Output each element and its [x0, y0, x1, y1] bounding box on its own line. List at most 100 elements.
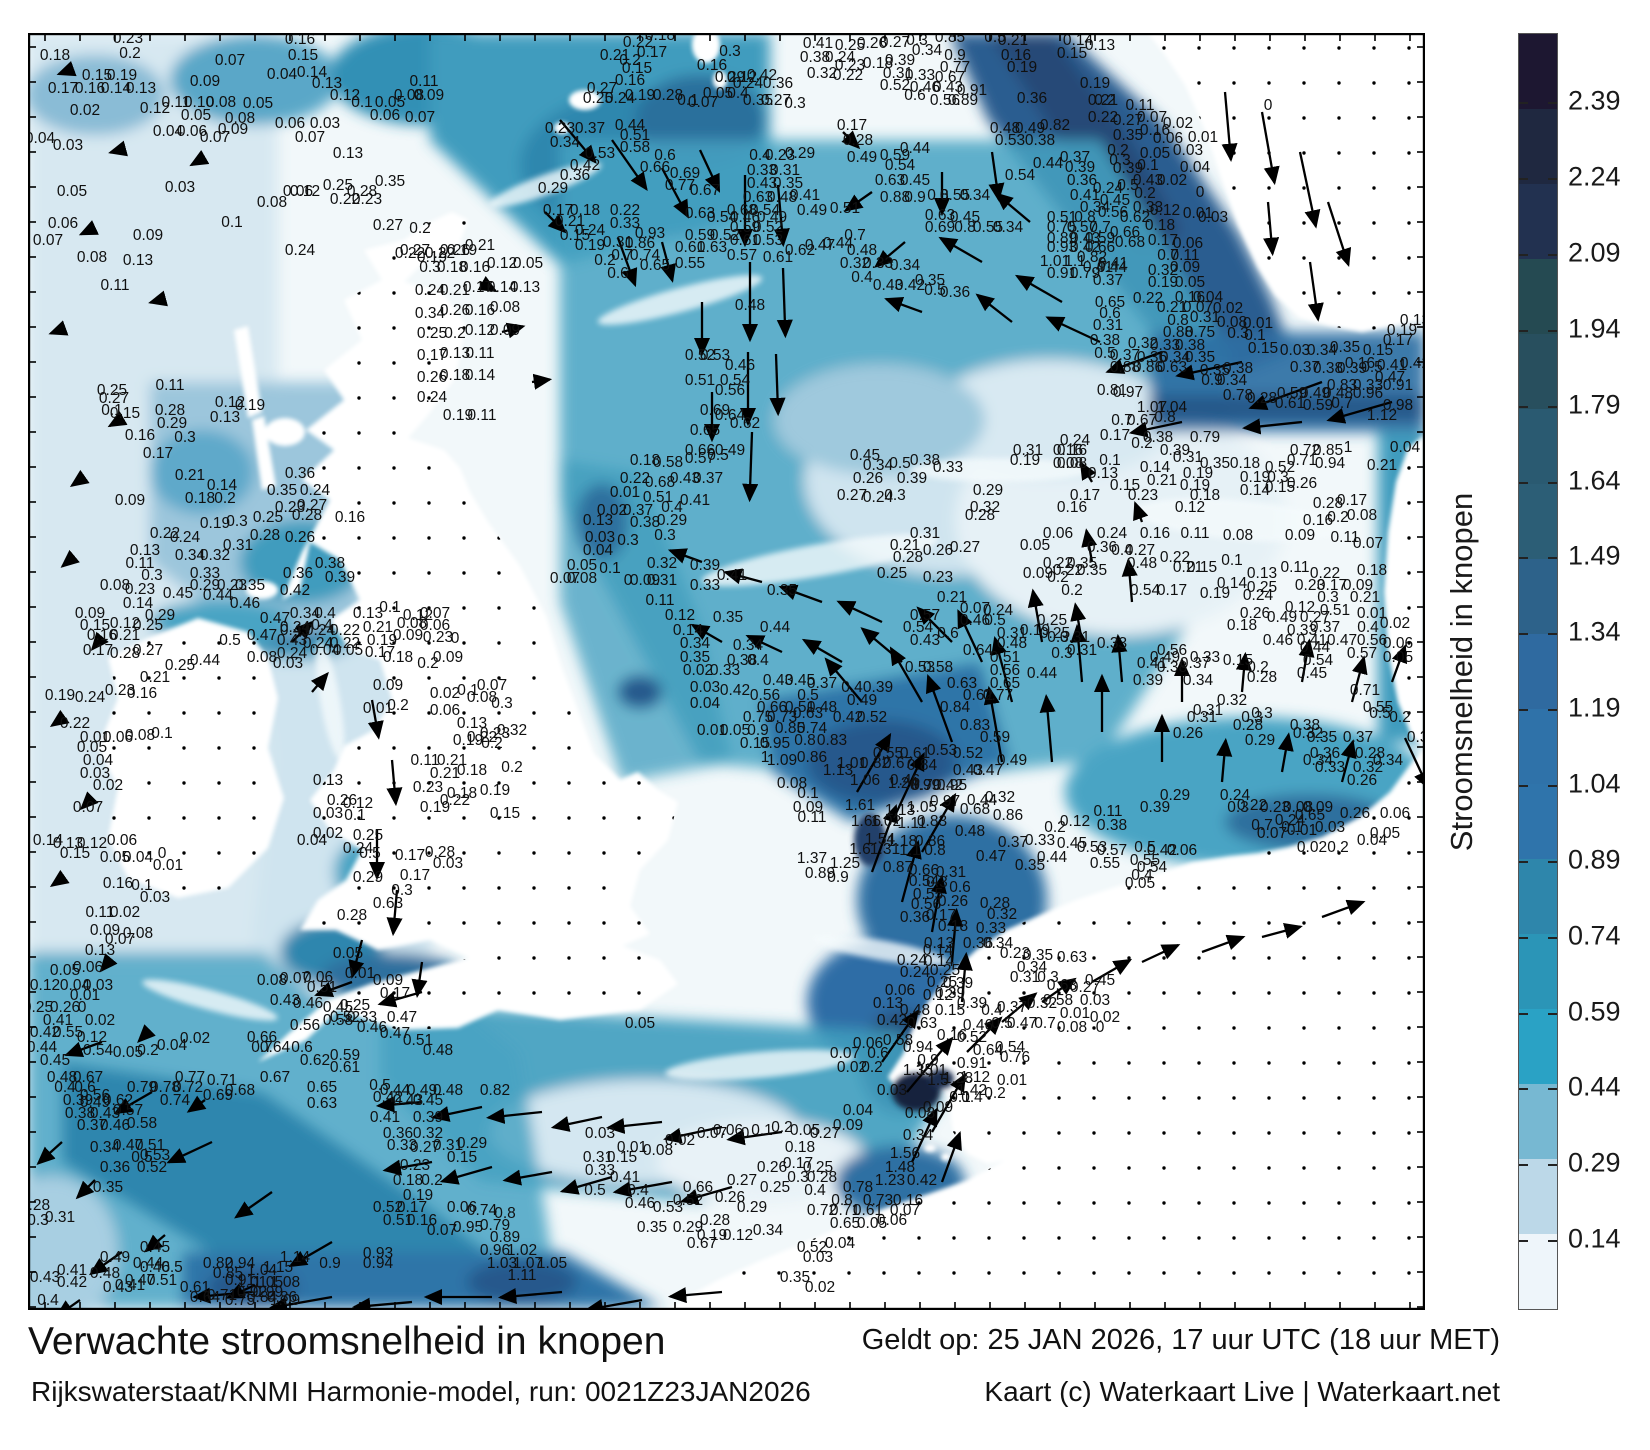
svg-text:0.83: 0.83	[917, 813, 947, 830]
svg-text:0.29: 0.29	[973, 482, 1003, 499]
svg-text:0.24: 0.24	[75, 689, 106, 706]
svg-text:0.49: 0.49	[100, 1249, 130, 1266]
svg-text:0.48: 0.48	[1127, 555, 1157, 572]
svg-text:0.26: 0.26	[853, 470, 883, 487]
svg-text:0.11: 0.11	[797, 809, 826, 826]
svg-text:0.09: 0.09	[133, 227, 163, 244]
colorbar-band	[1519, 934, 1557, 1009]
colorbar-tick-label: 1.64	[1568, 465, 1621, 496]
svg-text:0.1: 0.1	[751, 1122, 773, 1139]
svg-text:0.13: 0.13	[123, 252, 153, 269]
colorbar-tick	[1519, 178, 1528, 181]
colorbar-band	[1519, 859, 1557, 934]
colorbar-title: Stroomsnelheid in knopen	[1444, 492, 1479, 851]
svg-text:0.3: 0.3	[654, 527, 676, 544]
svg-text:0.28: 0.28	[337, 907, 367, 924]
svg-text:0.18: 0.18	[40, 47, 70, 64]
svg-text:0.4: 0.4	[961, 1089, 983, 1106]
svg-text:0.16: 0.16	[1057, 499, 1087, 516]
svg-text:0.52: 0.52	[857, 709, 887, 726]
svg-text:0.4: 0.4	[851, 269, 873, 286]
svg-text:0.34: 0.34	[960, 187, 991, 204]
svg-text:0.2: 0.2	[1389, 709, 1411, 726]
svg-text:0.42: 0.42	[907, 1172, 937, 1189]
colorbar-tick	[1548, 633, 1557, 636]
svg-text:0.33: 0.33	[933, 459, 963, 476]
svg-text:0.44: 0.44	[1033, 155, 1064, 172]
svg-text:0.09: 0.09	[833, 1117, 863, 1134]
svg-text:0.09: 0.09	[190, 73, 220, 90]
colorbar-tick	[1548, 329, 1557, 332]
current-speed-values: 0.180.230.20.150.190.170.160.140.130.02 0…	[28, 33, 1425, 1309]
svg-text:0.48: 0.48	[735, 297, 765, 314]
svg-text:1.06: 1.06	[850, 772, 880, 789]
colorbar-tick	[1519, 102, 1528, 105]
svg-text:0.02: 0.02	[180, 1030, 210, 1047]
svg-text:0.54: 0.54	[1130, 582, 1161, 599]
land-channel-island-1	[924, 1144, 936, 1152]
svg-text:1.13: 1.13	[823, 762, 853, 779]
svg-text:0.51: 0.51	[685, 372, 715, 389]
sea-current-shading	[28, 33, 1425, 1310]
svg-text:0.04: 0.04	[123, 849, 154, 866]
svg-text:0.1: 0.1	[221, 214, 243, 231]
svg-text:0.4: 0.4	[804, 1182, 826, 1199]
svg-text:0.15: 0.15	[288, 47, 318, 64]
svg-text:0.28: 0.28	[1247, 669, 1277, 686]
colorbar-tick	[1548, 481, 1557, 484]
svg-text:0.83: 0.83	[817, 732, 847, 749]
svg-text:0.19: 0.19	[625, 87, 655, 104]
svg-text:0.03: 0.03	[803, 1249, 833, 1266]
svg-text:0.65: 0.65	[690, 422, 720, 439]
svg-text:0.02: 0.02	[85, 1012, 115, 1029]
svg-text:0.37: 0.37	[1343, 729, 1373, 746]
svg-text:0.33: 0.33	[1025, 832, 1055, 849]
land-islay	[246, 581, 278, 599]
current-direction-arrows	[36, 61, 1425, 1310]
svg-text:0.48: 0.48	[433, 1082, 463, 1099]
svg-text:0.11: 0.11	[1280, 559, 1309, 576]
svg-text:0.08: 0.08	[1057, 1019, 1087, 1036]
svg-text:0.06: 0.06	[430, 702, 460, 719]
svg-text:0.59: 0.59	[1303, 397, 1333, 414]
svg-text:0.94: 0.94	[363, 1255, 394, 1272]
colorbar-band	[1519, 709, 1557, 784]
svg-text:0.53: 0.53	[753, 232, 783, 249]
svg-text:0.36: 0.36	[940, 284, 970, 301]
colorbar-tick	[1519, 860, 1528, 863]
svg-text:0.63: 0.63	[1157, 359, 1187, 376]
svg-text:0.08: 0.08	[247, 649, 277, 666]
colorbar-band	[1519, 109, 1557, 184]
svg-text:0.02: 0.02	[1090, 1009, 1120, 1026]
svg-text:0.8: 0.8	[794, 732, 816, 749]
svg-text:0.02: 0.02	[1380, 615, 1410, 632]
svg-text:0.14: 0.14	[465, 367, 496, 384]
svg-text:0.57: 0.57	[727, 247, 757, 264]
svg-text:0.35: 0.35	[235, 577, 265, 594]
colorbar-tick-label: 1.49	[1568, 540, 1621, 571]
svg-text:0.03: 0.03	[1280, 342, 1310, 359]
svg-text:0.7: 0.7	[1331, 395, 1353, 412]
svg-text:0.03: 0.03	[877, 1082, 907, 1099]
svg-text:0.12: 0.12	[723, 1227, 753, 1244]
svg-text:0.64: 0.64	[963, 642, 994, 659]
svg-text:0.2: 0.2	[387, 697, 409, 714]
svg-text:0.13: 0.13	[313, 772, 343, 789]
svg-text:0.32: 0.32	[647, 555, 677, 572]
svg-text:0.07: 0.07	[33, 232, 63, 249]
svg-text:0.63: 0.63	[1057, 949, 1087, 966]
svg-text:0.39: 0.39	[1133, 672, 1163, 689]
svg-text:0.36: 0.36	[1017, 90, 1047, 107]
colorbar-tick	[1548, 253, 1557, 256]
svg-text:0.31: 0.31	[1407, 729, 1425, 746]
svg-text:0.53: 0.53	[653, 1199, 683, 1216]
svg-text:0.71: 0.71	[1287, 452, 1317, 469]
svg-text:0.08: 0.08	[1347, 507, 1377, 524]
svg-text:0.13: 0.13	[873, 995, 903, 1012]
colorbar-tick-label: 2.09	[1568, 237, 1621, 268]
svg-text:0.82: 0.82	[480, 1082, 510, 1099]
colorbar-tick-label: 0.14	[1568, 1223, 1621, 1254]
svg-text:0.19: 0.19	[1007, 59, 1037, 76]
svg-text:0.25: 0.25	[877, 565, 907, 582]
